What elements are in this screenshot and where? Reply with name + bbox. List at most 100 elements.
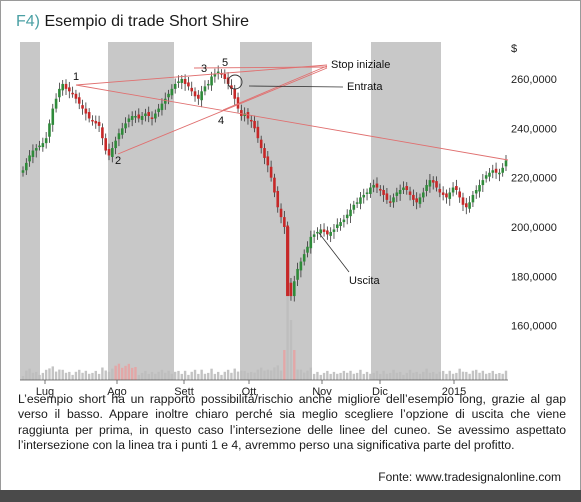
volume-bar — [448, 370, 451, 380]
volume-bar — [259, 367, 263, 380]
candle-body — [455, 186, 458, 190]
candle-body — [359, 197, 362, 204]
candle-body — [28, 155, 31, 162]
volume-bar — [309, 367, 313, 380]
candle-body — [458, 191, 461, 198]
annotation-label: Entrata — [347, 81, 383, 93]
trendline-4-stop — [222, 65, 328, 111]
volume-bar — [250, 371, 253, 380]
candle-body — [484, 175, 488, 179]
x-tick-label: Lug — [36, 386, 54, 398]
volume-bar — [458, 368, 461, 380]
candle-body — [365, 192, 369, 194]
volume-bar — [177, 370, 180, 380]
candle-body — [418, 197, 422, 204]
volume-bar — [484, 373, 488, 380]
candle-body — [474, 190, 478, 194]
volume-bar — [441, 370, 445, 380]
gap-candle — [286, 227, 290, 297]
candle-body — [312, 234, 316, 237]
volume-bar — [263, 370, 266, 380]
candle-body — [259, 139, 263, 149]
candle-body — [431, 180, 435, 183]
volume-bar — [117, 363, 121, 380]
candle-body — [200, 91, 203, 101]
candle-body — [296, 268, 299, 280]
candle-body — [124, 123, 127, 129]
candle-body — [438, 189, 442, 193]
volume-bar — [504, 370, 508, 380]
volume-bar — [349, 370, 352, 380]
volume-bar — [494, 373, 498, 380]
candle-body — [77, 97, 81, 104]
candle-body — [170, 88, 174, 96]
candle-body — [408, 191, 412, 195]
volume-bar — [87, 373, 91, 380]
candle-body — [240, 110, 243, 116]
volume-bar — [104, 370, 107, 380]
volume-bar — [425, 368, 428, 380]
volume-bar — [183, 370, 187, 380]
volume-bar — [130, 367, 134, 380]
candle-body — [302, 254, 306, 262]
volume-bar — [395, 372, 399, 380]
candle-body — [388, 201, 392, 203]
annotation-label: Stop iniziale — [331, 59, 390, 71]
x-tick-label: Sett — [174, 386, 194, 398]
volume-bar — [25, 370, 28, 380]
volume-bar — [256, 369, 260, 380]
volume-bar — [51, 366, 54, 380]
candle-body — [34, 148, 38, 151]
candle-body — [405, 186, 409, 190]
volume-bar — [81, 372, 84, 380]
pivot-label: 1 — [73, 71, 79, 83]
x-axis: Lug Ago Sett Ott Nov Dic 2015 — [20, 379, 508, 398]
candle-body — [54, 98, 58, 109]
volume-bar — [471, 370, 475, 380]
candle-body — [279, 208, 283, 218]
volume-bar — [44, 369, 48, 380]
volume-bar — [501, 373, 504, 380]
candle-body — [339, 222, 342, 227]
volume-bar — [226, 369, 230, 380]
candle-body — [236, 97, 240, 109]
volume-bar — [157, 371, 160, 380]
candle-body — [402, 187, 405, 190]
candle-body — [97, 121, 101, 126]
volume-bar — [362, 373, 365, 380]
candle-body — [342, 219, 346, 223]
candle-body — [71, 92, 74, 95]
volume-bar — [372, 372, 375, 380]
candle-body — [51, 108, 55, 125]
candle-body — [292, 281, 296, 297]
candle-body — [25, 162, 28, 171]
volume-bar — [253, 372, 256, 380]
y-tick-label: 220,0000 — [511, 173, 557, 185]
volume-bar — [481, 370, 485, 380]
month-band — [371, 42, 441, 380]
candle-body — [21, 170, 25, 173]
candle-body — [134, 116, 137, 118]
volume-bar — [326, 370, 329, 380]
volume-bar — [246, 372, 250, 380]
volume-bar — [289, 320, 293, 380]
annotation-label: Uscita — [349, 275, 380, 287]
volume-bar — [68, 371, 71, 380]
volume-bar — [64, 372, 68, 380]
volume-bar — [107, 371, 111, 380]
volume-bar — [74, 371, 78, 380]
volume-bar — [488, 372, 491, 380]
candle-body — [451, 187, 455, 193]
candle-body — [468, 202, 471, 209]
volume-bar — [97, 373, 101, 380]
volume-bar — [445, 373, 448, 380]
candle-body — [491, 170, 495, 173]
volume-bar — [71, 374, 74, 380]
candle-body — [478, 185, 481, 192]
volume-bar — [465, 371, 468, 380]
candle-body — [94, 120, 98, 124]
volume-bar — [134, 367, 137, 380]
volume-bar — [312, 373, 316, 380]
volume-bar — [379, 373, 382, 380]
volume-bar — [306, 370, 309, 380]
